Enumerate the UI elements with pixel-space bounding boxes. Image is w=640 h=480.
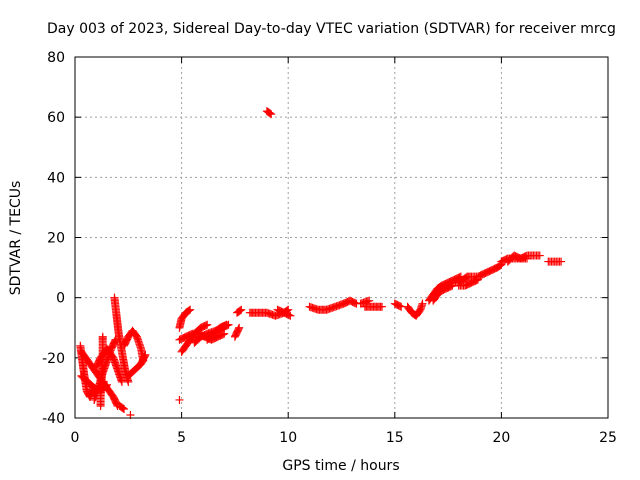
data-point (201, 321, 210, 330)
x-tick-label: 0 (71, 430, 80, 446)
data-point (395, 302, 404, 311)
data-point (472, 276, 481, 285)
data-point (220, 329, 229, 338)
grid (75, 57, 608, 418)
data-point (221, 321, 230, 330)
data-point (237, 305, 246, 314)
y-tick-label: -20 (42, 351, 65, 367)
data-point (141, 350, 150, 359)
data-point (351, 299, 360, 308)
data-point (267, 110, 276, 119)
data-point (175, 395, 184, 404)
data-point (118, 404, 127, 413)
x-axis-title: GPS time / hours (282, 458, 399, 474)
data-point (365, 296, 374, 305)
y-tick-label: 20 (47, 231, 65, 247)
data-point (203, 320, 212, 329)
data-point (285, 311, 294, 320)
plot-frame (74, 56, 609, 419)
data-point (418, 299, 427, 308)
data-point (140, 352, 149, 361)
x-tick-label: 15 (386, 430, 404, 446)
data-point (235, 323, 244, 332)
data-point (222, 320, 231, 329)
data-point (185, 306, 194, 315)
data-point (234, 325, 243, 334)
data-point (286, 311, 295, 320)
data-point (120, 404, 129, 413)
y-tick-label: -40 (42, 411, 65, 427)
data-point (218, 330, 227, 339)
data-point (522, 254, 531, 263)
x-tick-label: 10 (279, 430, 297, 446)
data-point (473, 275, 482, 284)
y-tick-label: 80 (47, 50, 65, 66)
x-tick-label: 5 (177, 430, 186, 446)
data-point (236, 306, 245, 315)
x-tick-label: 20 (492, 430, 510, 446)
data-point (496, 261, 505, 270)
y-tick-label: 40 (47, 170, 65, 186)
y-tick-label: 0 (56, 291, 65, 307)
data-point (186, 305, 195, 314)
data-point (235, 307, 244, 316)
axis-ticks: 0 5 10 15 20 25 -40 -20 0 20 40 60 80 (42, 50, 617, 446)
data-point (266, 109, 275, 118)
data-point (557, 257, 566, 266)
data-points (76, 107, 566, 419)
x-tick-label: 25 (599, 430, 617, 446)
y-tick-label: 60 (47, 110, 65, 126)
data-point (96, 401, 105, 410)
data-point (265, 108, 274, 117)
y-axis-title: SDTVAR / TECUs (8, 181, 24, 296)
data-point (378, 302, 387, 311)
data-point (535, 251, 544, 260)
chart-title: Day 003 of 2023, Sidereal Day-to-day VTE… (47, 21, 616, 37)
